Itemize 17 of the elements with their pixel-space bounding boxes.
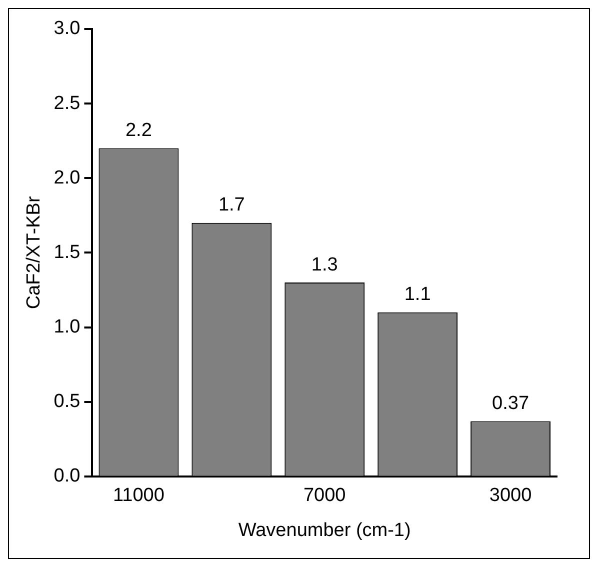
y-axis-title: CaF2/XT-KBr (24, 196, 45, 310)
y-tick-label: 2.0 (54, 167, 80, 188)
data-label: 1.7 (218, 194, 245, 216)
data-label: 1.3 (311, 254, 338, 276)
x-tick-label: 7000 (303, 485, 346, 506)
data-label: 2.2 (125, 120, 152, 142)
y-tick-label: 1.5 (54, 242, 80, 263)
x-tick-label: 11000 (112, 485, 164, 506)
x-axis-title: Wavenumber (cm-1) (238, 520, 411, 541)
data-label: 1.1 (404, 284, 431, 306)
data-label: 0.37 (492, 392, 530, 414)
y-tick-label: 0.0 (54, 466, 80, 487)
y-tick-label: 0.5 (54, 391, 80, 412)
y-tick-label: 2.5 (54, 92, 80, 114)
y-tick-label: 3.0 (54, 18, 80, 40)
y-tick-label: 1.0 (54, 316, 80, 338)
x-tick-label: 3000 (489, 485, 532, 506)
